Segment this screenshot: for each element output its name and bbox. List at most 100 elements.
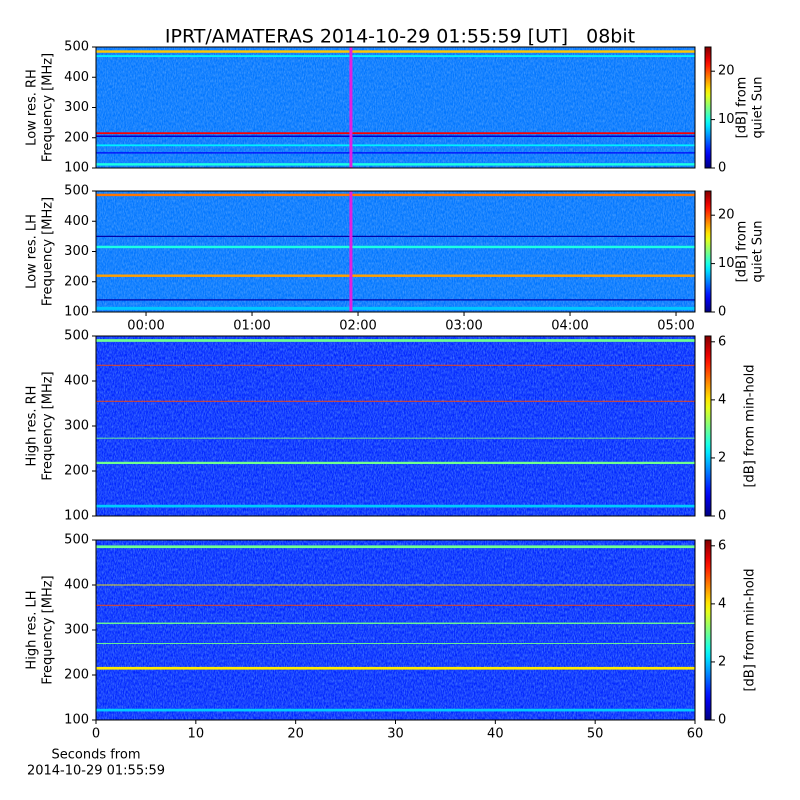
y-axis-label: Frequency [MHz]: [41, 197, 56, 306]
colorbar-label: [dB] from: [735, 221, 750, 283]
y-tick-label: 500: [64, 40, 89, 55]
colorbar-tick-label: 4: [718, 392, 726, 407]
y-axis-label: Frequency [MHz]: [41, 371, 56, 480]
y-tick-label: 400: [64, 214, 89, 229]
y-axis-label: Low res. RH: [25, 69, 40, 146]
x-tick-label: 20: [287, 727, 304, 742]
chart-title: IPRT/AMATERAS 2014-10-29 01:55:59 [UT] 0…: [165, 26, 635, 48]
y-tick-label: 200: [64, 668, 89, 683]
emission-band: [96, 545, 695, 549]
emission-band: [96, 245, 695, 249]
y-tick-label: 400: [64, 578, 89, 593]
emission-band: [96, 666, 695, 670]
emission-band: [96, 364, 695, 366]
colorbar-tick-label: 0: [718, 161, 726, 176]
x-axis-label: 2014-10-29 01:55:59: [27, 764, 165, 779]
x-tick-label: 03:00: [445, 319, 482, 334]
y-tick-label: 100: [64, 509, 89, 524]
emission-band: [96, 306, 695, 310]
noise-texture: [96, 47, 695, 168]
emission-band: [96, 461, 695, 465]
colorbar-tick-label: 4: [718, 596, 726, 611]
colorbar-tick-label: 0: [718, 713, 726, 728]
colorbar-tick-label: 10: [718, 256, 735, 271]
time-marker: [349, 47, 353, 168]
colorbar-label: [dB] from min-hold: [743, 568, 758, 691]
emission-band: [96, 235, 695, 237]
colorbar-tick-label: 20: [718, 64, 735, 79]
colorbar-label: quiet Sun: [751, 76, 766, 138]
x-tick-label: 30: [387, 727, 404, 742]
colorbar-tick-label: 6: [718, 334, 726, 349]
y-tick-label: 300: [64, 100, 89, 115]
x-tick-label: 02:00: [339, 319, 376, 334]
y-axis-label: High res. LH: [25, 590, 40, 669]
y-tick-label: 500: [64, 184, 89, 199]
emission-band: [96, 437, 695, 439]
emission-band: [96, 299, 695, 301]
x-tick-label: 01:00: [233, 319, 270, 334]
emission-band: [96, 339, 695, 342]
y-tick-label: 500: [64, 329, 89, 344]
x-axis-label: Seconds from: [51, 748, 140, 763]
x-tick-label: 00:00: [127, 319, 164, 334]
noise-texture: [96, 336, 695, 516]
y-axis-label: High res. RH: [25, 386, 40, 467]
emission-band: [96, 708, 695, 712]
emission-band: [96, 400, 695, 402]
y-tick-label: 200: [64, 130, 89, 145]
colorbar: [704, 335, 712, 517]
time-marker: [349, 191, 353, 312]
colorbar-tick-label: 10: [718, 112, 735, 127]
y-tick-label: 400: [64, 70, 89, 85]
colorbar-tick-label: 2: [718, 450, 726, 465]
emission-band: [96, 274, 695, 277]
emission-band: [96, 50, 695, 53]
colorbar-label: [dB] from: [735, 77, 750, 139]
x-tick-label: 05:00: [657, 319, 694, 334]
y-tick-label: 100: [64, 713, 89, 728]
y-axis-label: Low res. LH: [25, 214, 40, 289]
emission-band: [96, 643, 695, 644]
colorbar: [704, 539, 712, 721]
y-tick-label: 100: [64, 305, 89, 320]
colorbar-label: quiet Sun: [751, 220, 766, 282]
y-tick-label: 500: [64, 533, 89, 548]
x-tick-label: 0: [92, 727, 100, 742]
y-tick-label: 400: [64, 374, 89, 389]
colorbar-tick-label: 0: [718, 305, 726, 320]
noise-texture: [96, 540, 695, 720]
emission-band: [96, 622, 695, 624]
x-tick-label: 10: [188, 727, 205, 742]
y-tick-label: 300: [64, 623, 89, 638]
y-tick-label: 300: [64, 419, 89, 434]
y-tick-label: 200: [64, 464, 89, 479]
emission-band: [96, 604, 695, 606]
y-tick-label: 100: [64, 161, 89, 176]
emission-band: [96, 193, 695, 197]
colorbar-label: [dB] from min-hold: [743, 364, 758, 487]
noise-texture: [96, 191, 695, 312]
x-tick-label: 50: [587, 727, 604, 742]
colorbar: [704, 190, 712, 313]
y-axis-label: Frequency [MHz]: [41, 575, 56, 684]
emission-band: [96, 152, 695, 154]
x-tick-label: 60: [687, 727, 704, 742]
colorbar-tick-label: 6: [718, 538, 726, 553]
y-tick-label: 200: [64, 274, 89, 289]
colorbar: [704, 46, 712, 169]
colorbar-tick-label: 20: [718, 208, 735, 223]
emission-band: [96, 163, 695, 166]
emission-band: [96, 132, 695, 135]
x-tick-label: 04:00: [551, 319, 588, 334]
x-tick-label: 40: [487, 727, 504, 742]
emission-band: [96, 135, 695, 137]
y-axis-label: Frequency [MHz]: [41, 53, 56, 162]
emission-band: [96, 504, 695, 508]
emission-band: [96, 144, 695, 147]
colorbar-tick-label: 0: [718, 509, 726, 524]
emission-band: [96, 55, 695, 57]
y-tick-label: 300: [64, 244, 89, 259]
colorbar-tick-label: 2: [718, 654, 726, 669]
